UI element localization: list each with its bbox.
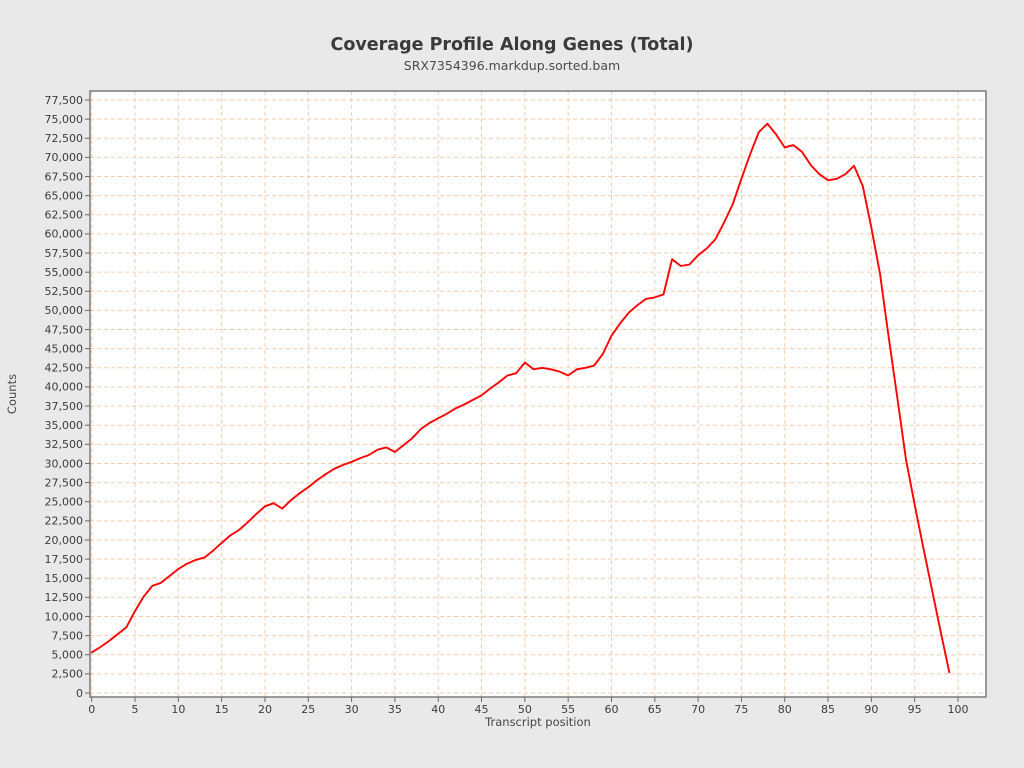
tick-label: 10,000 [45,610,84,623]
tick-label: 45 [475,703,489,716]
tick-label: 85 [821,703,835,716]
coverage-series-line [90,122,951,674]
chart-title: Coverage Profile Along Genes (Total) [331,35,694,55]
tick-label: 22,500 [45,515,84,528]
tick-label: 20 [258,703,272,716]
tick-label: 50,000 [45,304,84,317]
tick-label: 20,000 [45,534,84,547]
tick-label: 35 [388,703,402,716]
axis-ticks [85,99,959,702]
gridlines [90,91,986,697]
tick-label: 5 [132,703,139,716]
tick-label: 7,500 [52,629,84,642]
y-axis-label: Counts [5,374,19,414]
coverage-line [90,122,951,674]
tick-label: 70 [691,703,705,716]
tick-label: 5,000 [52,649,84,662]
tick-label: 42,500 [45,362,84,375]
tick-label: 40 [431,703,445,716]
tick-label: 0 [88,703,95,716]
tick-label: 10 [171,703,185,716]
tick-label: 67,500 [45,170,84,183]
tick-label: 75 [734,703,748,716]
tick-label: 65 [648,703,662,716]
plot-background [90,91,986,697]
tick-label: 100 [948,703,969,716]
tick-label: 70,000 [45,151,84,164]
tick-label: 15 [215,703,229,716]
tick-label: 35,000 [45,419,84,432]
tick-label: 57,500 [45,247,84,260]
tick-label: 52,500 [45,285,84,298]
tick-label: 25 [301,703,315,716]
tick-label: 45,000 [45,342,84,355]
tick-label: 65,000 [45,189,84,202]
tick-label: 30,000 [45,457,84,470]
tick-label: 32,500 [45,438,84,451]
tick-label: 75,000 [45,113,84,126]
tick-label: 50 [518,703,532,716]
tick-label: 62,500 [45,209,84,222]
tick-label: 15,000 [45,572,84,585]
tick-label: 55,000 [45,266,84,279]
tick-label: 27,500 [45,476,84,489]
x-axis-label: Transcript position [484,715,591,729]
tick-label: 25,000 [45,496,84,509]
chart-subtitle: SRX7354396.markdup.sorted.bam [404,58,620,73]
tick-label: 90 [864,703,878,716]
tick-label: 60,000 [45,228,84,241]
tick-label: 17,500 [45,553,84,566]
tick-label: 95 [908,703,922,716]
plot-border [89,90,987,698]
axis-tick-labels: 0 5 10 15 20 25 30 35 40 45 50 55 60 65 70 75 80 85 90 95 10… [45,94,969,716]
tick-label: 12,500 [45,591,84,604]
tick-label: 55 [561,703,575,716]
tick-label: 72,500 [45,132,84,145]
tick-label: 47,500 [45,323,84,336]
tick-label: 0 [76,687,83,700]
tick-label: 30 [345,703,359,716]
tick-label: 77,500 [45,94,84,107]
tick-label: 37,500 [45,400,84,413]
tick-label: 2,500 [52,668,84,681]
tick-label: 80 [778,703,792,716]
tick-label: 40,000 [45,381,84,394]
tick-label: 60 [604,703,618,716]
